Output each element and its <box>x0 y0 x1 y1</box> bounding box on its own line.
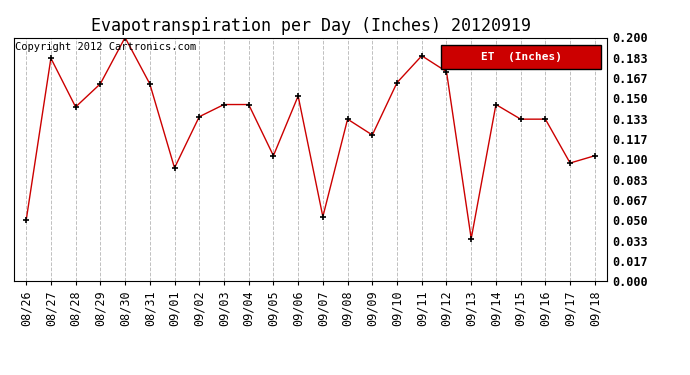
FancyBboxPatch shape <box>441 45 601 69</box>
Title: Evapotranspiration per Day (Inches) 20120919: Evapotranspiration per Day (Inches) 2012… <box>90 16 531 34</box>
Text: ET  (Inches): ET (Inches) <box>481 52 562 62</box>
Text: Copyright 2012 Cartronics.com: Copyright 2012 Cartronics.com <box>15 42 196 52</box>
